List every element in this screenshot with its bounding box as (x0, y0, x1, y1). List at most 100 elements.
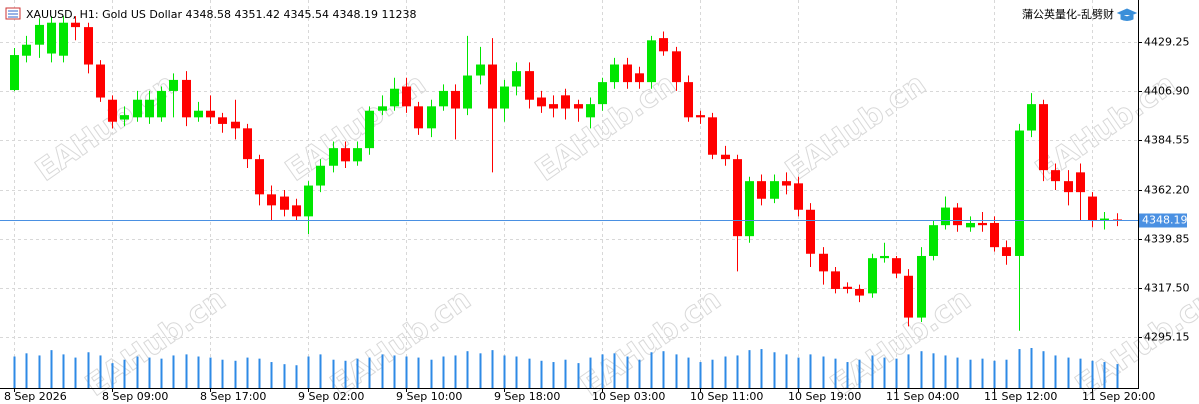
candle-body (745, 181, 754, 237)
x-tick-label: 8 Sep 2026 (4, 390, 67, 403)
candle-body (635, 73, 644, 83)
y-tick-label: 4429.25 (1144, 36, 1190, 49)
candle-body (929, 225, 938, 256)
volume (13, 348, 1119, 388)
candle-body (684, 82, 693, 118)
candle-body (243, 128, 252, 160)
candle-body (1027, 104, 1036, 131)
candle-body (880, 255, 889, 259)
brand: 蒲公英量化-乱劈财 (1022, 7, 1114, 21)
candle-body (966, 222, 975, 228)
candle-body (84, 27, 93, 65)
candle-body (819, 253, 828, 272)
candle-body (990, 222, 999, 248)
x-tick-label: 8 Sep 17:00 (200, 390, 266, 403)
description: Gold US Dollar (102, 8, 182, 21)
candle-body (108, 99, 117, 122)
candle-body (71, 22, 80, 28)
candle-body (194, 110, 203, 118)
candle-body (402, 86, 411, 107)
candle-body (1002, 247, 1011, 256)
candle-body (1039, 104, 1048, 171)
candle-body (941, 207, 950, 226)
volume: 11238 (382, 8, 417, 21)
x-tick-label: 10 Sep 19:00 (788, 390, 861, 403)
x-tick-label: 8 Sep 09:00 (102, 390, 168, 403)
candle-body (35, 24, 44, 45)
candle-body (721, 154, 730, 160)
candle-body (1076, 172, 1085, 193)
candle-body (794, 183, 803, 210)
candle-body (500, 86, 509, 109)
candle-body (586, 104, 595, 118)
y-tick-label: 4406.90 (1144, 85, 1190, 98)
x-tick-label: 10 Sep 11:00 (690, 390, 763, 403)
candle-body (292, 205, 301, 217)
x-tick-label: 11 Sep 12:00 (984, 390, 1057, 403)
close: 4348.19 (333, 8, 379, 21)
candle-body (145, 99, 154, 118)
candle-body (231, 121, 240, 129)
candle-body (1113, 219, 1122, 221)
candle-body (365, 110, 374, 149)
candle-body (255, 159, 264, 195)
candle-body (623, 64, 632, 83)
x-tick-label: 10 Sep 03:00 (592, 390, 665, 403)
candle-body (341, 148, 350, 162)
low: 4345.54 (284, 8, 330, 21)
x-tick-label: 9 Sep 18:00 (494, 390, 560, 403)
candle-body (451, 90, 460, 109)
candle-body (610, 64, 619, 83)
candle-body (574, 104, 583, 109)
candle-body (659, 38, 668, 52)
candle-body (708, 117, 717, 155)
candle-body (133, 99, 142, 118)
candle-body (598, 82, 607, 105)
candle-body (1064, 181, 1073, 193)
candle-body (206, 110, 215, 118)
x-tick-label: 11 Sep 20:00 (1082, 390, 1155, 403)
candle-body (561, 95, 570, 109)
candle-body (353, 148, 362, 162)
candle-body (218, 117, 227, 124)
candle-body (1088, 196, 1097, 221)
candle-body (782, 181, 791, 186)
candle-body (10, 55, 19, 91)
candle-body (47, 22, 56, 54)
candle-body (1051, 170, 1060, 182)
open: 4348.58 (186, 8, 232, 21)
candles (10, 16, 1122, 331)
candle-body (22, 44, 31, 56)
header-info: XAUUSD, H1: Gold US Dollar 4348.58 4351.… (26, 8, 417, 21)
candle-body (120, 115, 129, 120)
candle-body (672, 51, 681, 83)
y-tick-label: 4362.20 (1144, 184, 1190, 197)
candle-body (696, 115, 705, 118)
price-label: 4348.19 (1142, 214, 1188, 227)
symbol: XAUUSD, H1: (26, 8, 99, 21)
candle-body (917, 255, 926, 318)
candle-body (892, 258, 901, 274)
candle-body (316, 165, 325, 186)
candle-body (1015, 130, 1024, 256)
candle-body (868, 258, 877, 294)
candle-body (157, 90, 166, 118)
header: XAUUSD, H1: Gold US Dollar 4348.58 4351.… (5, 7, 1138, 21)
candle-body (59, 22, 68, 56)
candle-body (414, 106, 423, 129)
candle-body (843, 286, 852, 289)
candle-body (378, 106, 387, 111)
candle-body (806, 209, 815, 254)
y-tick-label: 4295.15 (1144, 331, 1190, 344)
high: 4351.42 (235, 8, 281, 21)
candle-body (182, 79, 191, 118)
candle-body (525, 71, 534, 100)
candle-body (329, 148, 338, 166)
candle-body (280, 196, 289, 210)
candle-body (463, 75, 472, 109)
candle-body (304, 185, 313, 217)
candle-body (757, 181, 766, 199)
candle-body (904, 275, 913, 318)
